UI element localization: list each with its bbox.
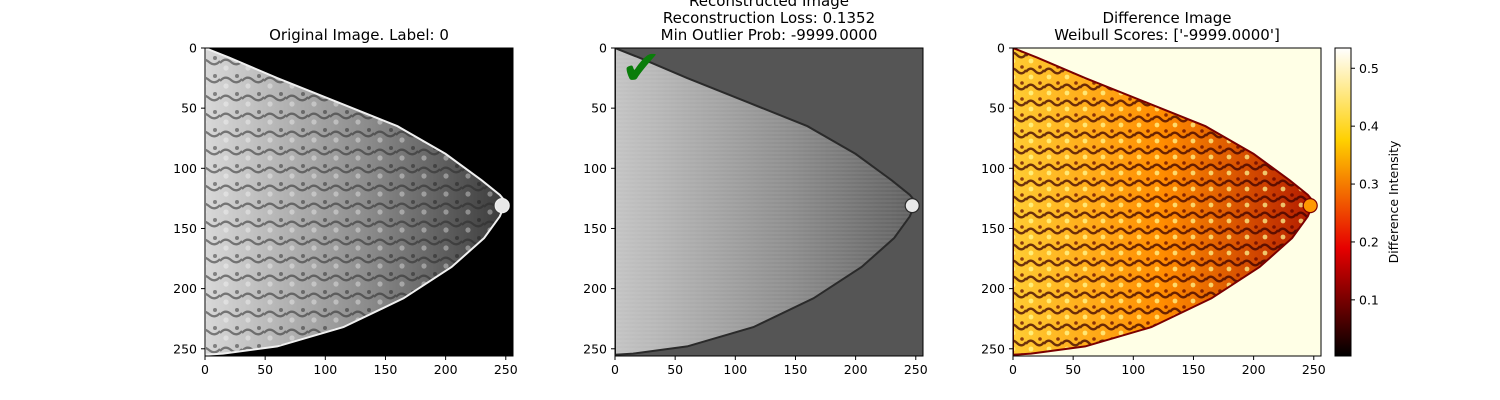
y-tick-label: 150 bbox=[583, 221, 607, 236]
y-tick-label: 150 bbox=[173, 221, 197, 236]
y-tick-label: 250 bbox=[173, 341, 197, 356]
y-tick-label: 250 bbox=[583, 341, 607, 356]
x-tick-label: 150 bbox=[1182, 362, 1206, 377]
y-tick-label: 200 bbox=[583, 281, 607, 296]
colorbar-tick-label: 0.2 bbox=[1359, 234, 1379, 249]
check-mark-icon: ✔ bbox=[621, 40, 661, 96]
panel-title: Difference Image bbox=[1102, 9, 1231, 27]
x-tick-label: 250 bbox=[904, 362, 928, 377]
x-tick-label: 0 bbox=[1009, 362, 1017, 377]
colorbar-tick-label: 0.5 bbox=[1359, 61, 1379, 76]
axes-frame bbox=[614, 47, 924, 357]
x-tick-label: 50 bbox=[257, 362, 273, 377]
y-tick-label: 250 bbox=[981, 341, 1005, 356]
colorbar-tick-label: 0.1 bbox=[1359, 292, 1379, 307]
nipple bbox=[904, 198, 920, 214]
panel-reconstructed: 0 50 100 150 200 250 0 50 100 150 200 250 Reconstruc… bbox=[583, 0, 928, 377]
y-tick-label: 0 bbox=[997, 41, 1005, 56]
panel-original: 0 50 100 150 200 250 0 50 100 150 200 250 Original I… bbox=[173, 26, 518, 377]
y-tick-label: 200 bbox=[981, 281, 1005, 296]
x-tick-label: 250 bbox=[1302, 362, 1326, 377]
panel-difference: 0 50 100 150 200 250 0 50 100 150 200 250 Difference… bbox=[981, 9, 1401, 377]
x-tick-label: 100 bbox=[1121, 362, 1145, 377]
y-tick-label: 50 bbox=[181, 101, 197, 116]
x-tick-label: 150 bbox=[784, 362, 808, 377]
y-tick-label: 200 bbox=[173, 281, 197, 296]
tissue-texture bbox=[1013, 48, 1314, 355]
tissue-texture bbox=[615, 48, 916, 355]
nipple bbox=[494, 198, 510, 214]
x-tick-label: 200 bbox=[844, 362, 868, 377]
axes-frame bbox=[1012, 47, 1322, 357]
y-tick-label: 0 bbox=[599, 41, 607, 56]
x-tick-label: 0 bbox=[611, 362, 619, 377]
y-tick-label: 100 bbox=[583, 161, 607, 176]
y-tick-label: 0 bbox=[189, 41, 197, 56]
panel-title: Min Outlier Prob: -9999.0000 bbox=[661, 26, 878, 44]
x-tick-label: 100 bbox=[723, 362, 747, 377]
x-tick-label: 0 bbox=[201, 362, 209, 377]
x-tick-label: 200 bbox=[1242, 362, 1266, 377]
colorbar-gradient bbox=[1334, 47, 1352, 357]
y-tick-label: 150 bbox=[981, 221, 1005, 236]
axes-frame bbox=[204, 47, 514, 357]
x-tick-label: 100 bbox=[313, 362, 337, 377]
x-tick-label: 50 bbox=[1065, 362, 1081, 377]
colorbar-tick-label: 0.4 bbox=[1359, 119, 1379, 134]
x-tick-label: 200 bbox=[434, 362, 458, 377]
colorbar-label: Difference Intensity bbox=[1386, 140, 1401, 263]
y-tick-label: 50 bbox=[591, 101, 607, 116]
panel-title: Original Image. Label: 0 bbox=[269, 26, 449, 44]
colorbar: 0.1 0.2 0.3 0.4 0.5 Difference Intensity bbox=[1334, 47, 1401, 357]
colorbar-tick-label: 0.3 bbox=[1359, 177, 1379, 192]
nipple bbox=[1302, 198, 1318, 214]
panel-title: Reconstruction Loss: 0.1352 bbox=[663, 9, 875, 27]
tissue-texture bbox=[205, 48, 506, 355]
y-tick-label: 100 bbox=[173, 161, 197, 176]
y-tick-label: 100 bbox=[981, 161, 1005, 176]
y-tick-label: 50 bbox=[989, 101, 1005, 116]
x-tick-label: 250 bbox=[494, 362, 518, 377]
panel-title: Weibull Scores: ['-9999.0000'] bbox=[1054, 26, 1280, 44]
x-tick-label: 150 bbox=[374, 362, 398, 377]
panel-title: Reconstructed Image bbox=[689, 0, 849, 10]
x-tick-label: 50 bbox=[667, 362, 683, 377]
